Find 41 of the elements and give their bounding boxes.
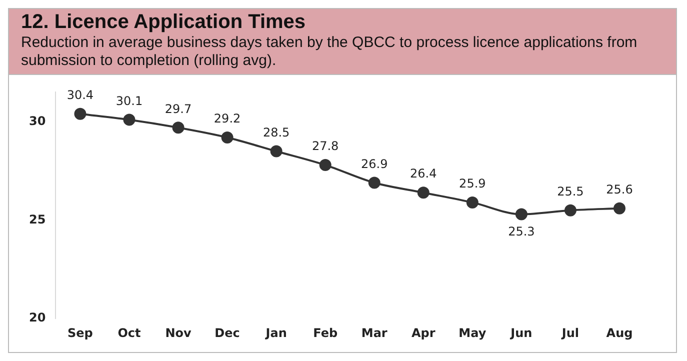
x-tick-label: Apr xyxy=(411,326,436,340)
point xyxy=(123,114,136,126)
point xyxy=(172,122,184,134)
data-label: 25.5 xyxy=(557,184,584,198)
data-label: 29.7 xyxy=(164,102,192,116)
data-label: 26.4 xyxy=(410,166,437,181)
x-tick-label: Feb xyxy=(313,326,338,340)
point xyxy=(466,196,478,208)
point xyxy=(564,204,576,216)
data-label: 25.6 xyxy=(606,182,633,196)
chart-subtitle: Reduction in average business days taken by the QBCC to process licence applications from submission to completion (rolling avg). xyxy=(21,34,638,70)
data-label: 26.9 xyxy=(361,156,388,171)
x-tick-label: Jan xyxy=(264,326,287,340)
point xyxy=(515,208,528,220)
point xyxy=(319,159,332,172)
x-tick-label: Jun xyxy=(510,326,532,340)
point xyxy=(613,202,626,214)
x-tick-label: Jul xyxy=(560,326,580,340)
y-tick-label: 25 xyxy=(28,212,46,226)
chart-title: 12. Licence Application Times xyxy=(21,11,307,34)
data-label: 29.2 xyxy=(214,112,241,126)
data-label: 27.8 xyxy=(312,139,339,154)
x-tick-label: May xyxy=(458,326,486,340)
data-label: 25.9 xyxy=(459,176,486,191)
point xyxy=(270,145,282,158)
point xyxy=(368,176,380,189)
x-tick-label: Nov xyxy=(165,326,192,340)
x-tick-label: Aug xyxy=(606,326,633,340)
data-label: 30.1 xyxy=(116,94,143,108)
point xyxy=(74,108,86,120)
y-tick-label: 20 xyxy=(28,310,46,325)
y-tick-label: 30 xyxy=(28,114,46,128)
point xyxy=(417,186,430,199)
x-tick-label: Mar xyxy=(361,326,388,340)
data-label: 28.5 xyxy=(262,125,290,140)
point xyxy=(221,131,234,144)
x-tick-label: Sep xyxy=(68,326,94,340)
data-label: 25.3 xyxy=(508,224,535,238)
x-tick-label: Oct xyxy=(118,326,142,340)
x-tick-label: Dec xyxy=(214,326,240,340)
data-label: 30.4 xyxy=(66,88,94,102)
